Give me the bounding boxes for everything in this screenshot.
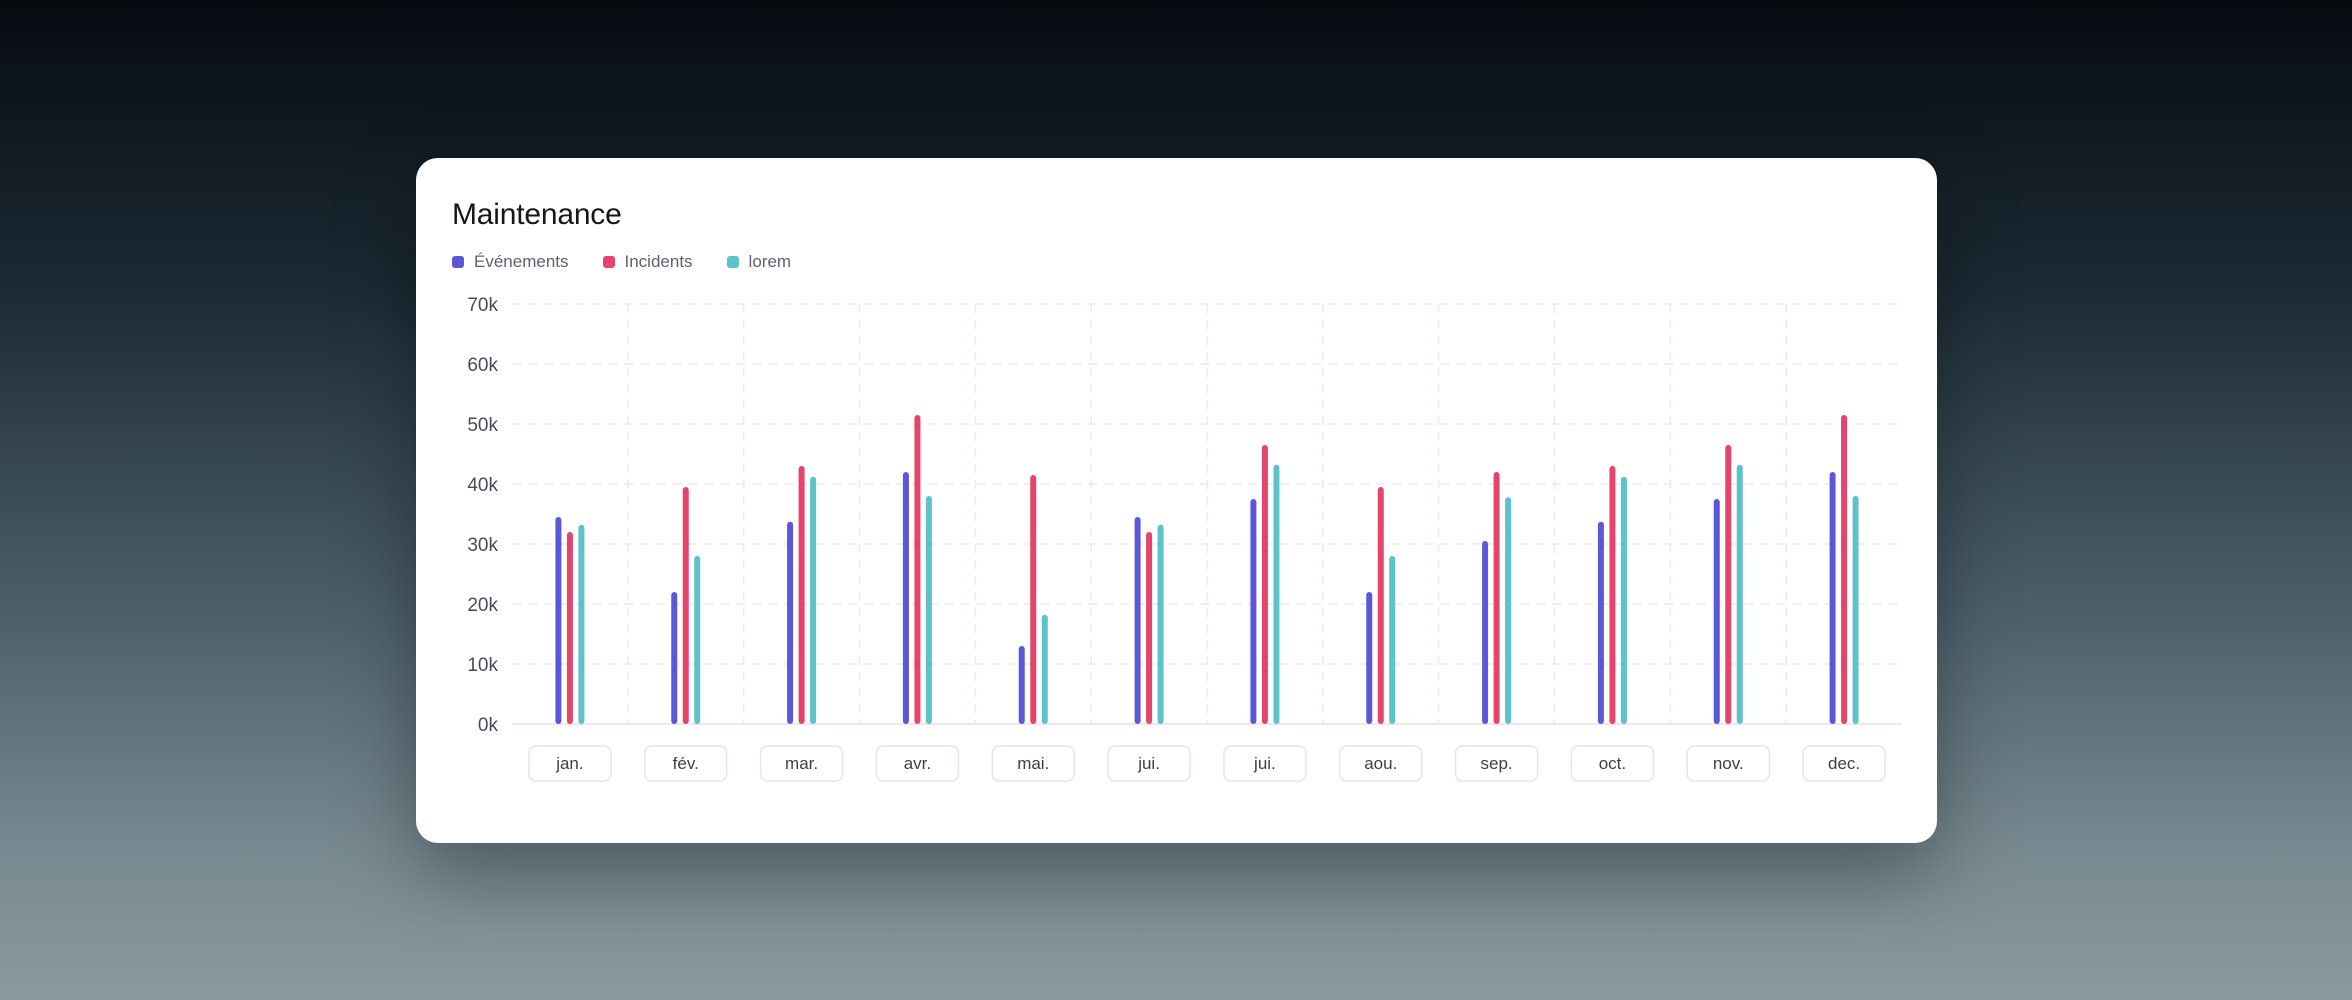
bar-lorem-7[interactable] [1273,464,1280,724]
month-pill [991,745,1075,782]
bar-vnements-3[interactable] [787,521,794,724]
y-tick-label: 40k [467,475,498,496]
bar-vnements-5[interactable] [1018,646,1025,724]
bar-lorem-8[interactable] [1389,556,1396,724]
legend-item-lorem[interactable]: lorem [726,252,792,272]
bar-vnements-6[interactable] [1134,517,1141,724]
month-text: mai. [1017,754,1049,773]
bar-vnements-8[interactable] [1366,592,1373,724]
y-tick-label: 50k [467,415,498,436]
y-tick-label: 60k [467,355,498,376]
bar-vnements-7[interactable] [1250,499,1257,724]
month-pill [644,745,728,782]
month-pill [1570,745,1655,782]
bar-incidents-2[interactable] [682,487,689,724]
month-text: mar. [785,754,818,773]
bar-incidents-12[interactable] [1841,415,1848,724]
bar-vnements-10[interactable] [1597,521,1604,724]
month-pill [1339,745,1423,782]
bar-incidents-11[interactable] [1725,445,1732,724]
month-label-9[interactable]: sep. [1454,745,1539,782]
month-pill [759,745,844,782]
bar-lorem-5[interactable] [1041,614,1048,724]
legend-item-incidents[interactable]: Incidents [602,252,693,272]
month-text: oct. [1599,754,1626,773]
legend-swatch-lorem [726,256,739,268]
bar-vnements-11[interactable] [1713,499,1720,724]
y-tick-label: 20k [467,595,498,616]
month-label-7[interactable]: jui. [1223,745,1307,782]
y-axis: 0k 10k 20k 30k 40k 50k 60k 70k [467,295,498,736]
legend-swatch-evenements [452,256,464,268]
bar-vnements-2[interactable] [671,592,678,724]
month-pill [1107,745,1191,782]
month-pill [1802,745,1886,782]
legend-label-lorem: lorem [748,252,792,271]
bar-vnements-9[interactable] [1482,541,1489,724]
x-axis: jan. fév. mar. avr. mai. jui. jui. aou. sep. oct.… [528,745,1886,782]
month-text: jui. [1137,754,1160,773]
month-text: avr. [904,754,931,773]
bar-chart: 0k 10k 20k 30k 40k 50k 60k 70k jan. fév. mar. avr.… [467,295,1902,782]
legend-swatch-incidents [602,256,615,268]
chart-card: Maintenance Événements Incidents lorem 0… [416,158,1937,843]
y-tick-label: 0k [478,715,499,736]
y-tick-label: 70k [467,295,498,316]
month-text: dec. [1828,754,1860,773]
month-label-10[interactable]: oct. [1570,745,1655,782]
grid [512,303,1902,725]
y-tick-label: 30k [467,535,498,556]
chart-legend: Événements Incidents lorem [452,252,825,272]
bar-lorem-3[interactable] [810,476,817,724]
month-pill [875,745,960,782]
bar-lorem-2[interactable] [694,556,701,724]
bar-vnements-12[interactable] [1829,472,1836,724]
legend-label-incidents: Incidents [624,252,693,271]
bar-incidents-1[interactable] [566,532,573,724]
y-tick-label: 10k [467,655,498,676]
bar-incidents-4[interactable] [914,415,921,724]
bar-incidents-7[interactable] [1261,445,1268,724]
month-text: sep. [1481,754,1513,773]
month-label-2[interactable]: fév. [644,745,728,782]
month-label-6[interactable]: jui. [1107,745,1191,782]
legend-label-evenements: Événements [474,252,569,271]
bars [555,415,1859,724]
month-label-3[interactable]: mar. [759,745,844,782]
month-pill [528,745,612,782]
month-text: aou. [1364,754,1397,773]
legend-item-evenements[interactable]: Événements [452,252,569,272]
bar-vnements-4[interactable] [902,472,909,724]
month-text: jui. [1253,754,1276,773]
bar-lorem-10[interactable] [1620,476,1627,724]
month-pill [1454,745,1539,782]
bar-lorem-6[interactable] [1157,524,1164,724]
bar-incidents-8[interactable] [1377,487,1384,724]
month-text: jan. [555,754,583,773]
bar-vnements-1[interactable] [555,517,562,724]
month-label-12[interactable]: dec. [1802,745,1886,782]
bar-lorem-11[interactable] [1736,464,1743,724]
month-label-4[interactable]: avr. [875,745,960,782]
bar-incidents-5[interactable] [1030,475,1037,724]
bar-lorem-12[interactable] [1852,496,1859,724]
chart-title: Maintenance [452,198,622,231]
month-label-1[interactable]: jan. [528,745,612,782]
bar-lorem-9[interactable] [1505,497,1512,724]
bar-incidents-6[interactable] [1146,532,1153,724]
month-text: nov. [1713,754,1744,773]
month-text: fév. [673,754,699,773]
bar-lorem-1[interactable] [578,524,585,724]
month-label-8[interactable]: aou. [1339,745,1423,782]
bar-incidents-9[interactable] [1493,472,1500,724]
bar-incidents-3[interactable] [798,466,805,724]
month-pill [1686,745,1770,782]
bar-lorem-4[interactable] [925,496,932,724]
month-pill [1223,745,1307,782]
bar-incidents-10[interactable] [1609,466,1616,724]
month-label-11[interactable]: nov. [1686,745,1770,782]
month-label-5[interactable]: mai. [991,745,1075,782]
